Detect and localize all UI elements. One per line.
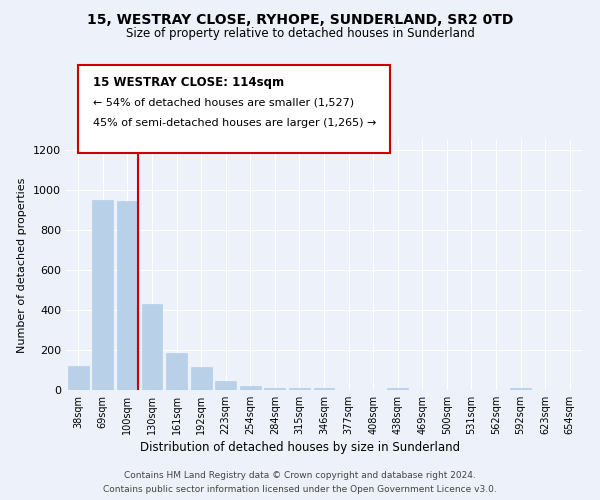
Text: Contains public sector information licensed under the Open Government Licence v3: Contains public sector information licen…: [103, 484, 497, 494]
Text: Contains HM Land Registry data © Crown copyright and database right 2024.: Contains HM Land Registry data © Crown c…: [124, 472, 476, 480]
Text: Size of property relative to detached houses in Sunderland: Size of property relative to detached ho…: [125, 28, 475, 40]
Bar: [240, 386, 261, 390]
Bar: [387, 388, 408, 390]
Bar: [117, 201, 138, 390]
Bar: [142, 304, 163, 390]
Y-axis label: Number of detached properties: Number of detached properties: [17, 178, 28, 352]
Bar: [265, 388, 286, 390]
Text: 15, WESTRAY CLOSE, RYHOPE, SUNDERLAND, SR2 0TD: 15, WESTRAY CLOSE, RYHOPE, SUNDERLAND, S…: [87, 12, 513, 26]
Text: Distribution of detached houses by size in Sunderland: Distribution of detached houses by size …: [140, 441, 460, 454]
Text: 15 WESTRAY CLOSE: 114sqm: 15 WESTRAY CLOSE: 114sqm: [93, 76, 284, 89]
Bar: [92, 200, 113, 390]
Bar: [191, 367, 212, 390]
Bar: [68, 366, 89, 390]
Bar: [314, 388, 334, 390]
Text: 45% of semi-detached houses are larger (1,265) →: 45% of semi-detached houses are larger (…: [93, 118, 376, 128]
Bar: [289, 388, 310, 390]
Bar: [215, 380, 236, 390]
Bar: [510, 388, 531, 390]
Text: ← 54% of detached houses are smaller (1,527): ← 54% of detached houses are smaller (1,…: [93, 98, 354, 108]
Bar: [166, 353, 187, 390]
